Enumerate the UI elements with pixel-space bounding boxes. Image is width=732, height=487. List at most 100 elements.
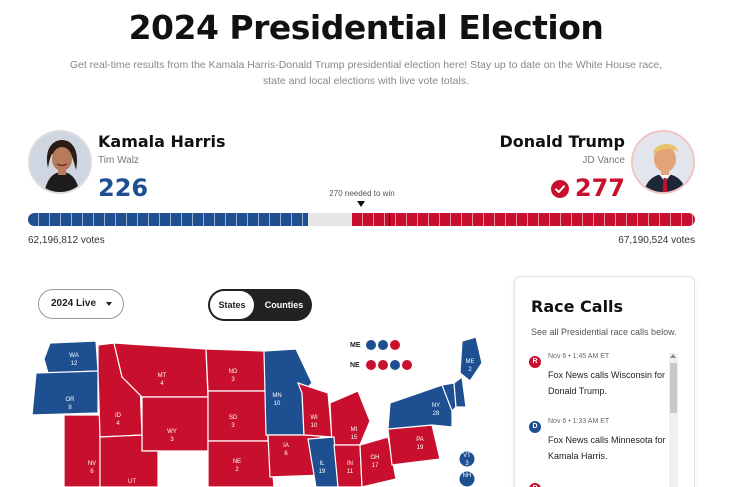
harris-electoral-votes: 226 <box>98 174 149 202</box>
map-state-nh[interactable] <box>453 375 467 408</box>
map-state-ny[interactable] <box>387 384 453 430</box>
map-state-ev-label: 3 <box>170 437 174 443</box>
map-state-label: OR <box>66 397 76 403</box>
maine-districts: ME <box>350 340 400 350</box>
map-state-pa[interactable] <box>387 424 441 466</box>
map-state-ev-label: 12 <box>71 361 78 367</box>
scroll-up-arrow-icon[interactable] <box>670 354 676 358</box>
map-state-me[interactable] <box>459 336 483 382</box>
nebraska-districts: NE <box>350 360 412 370</box>
map-callout-vt[interactable] <box>459 451 475 467</box>
electoral-bar-midline <box>389 213 390 226</box>
district-dot[interactable] <box>378 360 388 370</box>
district-dot[interactable] <box>366 340 376 350</box>
harris-running-mate: Tim Walz <box>98 155 139 166</box>
map-state-ev-label: 28 <box>433 411 440 417</box>
election-view-select[interactable]: 2024 Live <box>38 289 124 319</box>
map-state-label: MT <box>158 373 167 379</box>
chevron-down-icon <box>106 302 112 306</box>
toggle-counties-option[interactable]: Counties <box>264 300 304 310</box>
race-calls-title: Race Calls <box>531 297 624 316</box>
district-dot[interactable] <box>390 360 400 370</box>
map-state-label: NV <box>88 461 96 467</box>
map-state-label: NE <box>233 459 241 465</box>
party-badge-icon: D <box>529 421 541 433</box>
district-dot[interactable] <box>378 340 388 350</box>
map-state-ev-label: 15 <box>351 435 358 441</box>
map-state-label: IN <box>347 461 353 467</box>
electoral-vote-bar <box>28 213 695 226</box>
map-state-label: ND <box>229 369 238 375</box>
race-call-time: Nov 6 • 1:33 AM ET <box>548 418 610 425</box>
electoral-bar-dem <box>28 213 309 226</box>
map-state-ut[interactable] <box>99 434 159 487</box>
map-state-label: MN <box>272 393 281 399</box>
trump-running-mate: JD Vance <box>582 155 625 166</box>
district-dot[interactable] <box>402 360 412 370</box>
map-state-wy[interactable] <box>141 396 209 452</box>
map-state-ev-label: 4 <box>160 381 164 387</box>
trump-photo <box>631 130 695 194</box>
map-state-ev-label: 19 <box>417 445 424 451</box>
trump-electoral-votes: 277 <box>574 174 625 202</box>
map-state-label: ME <box>466 359 475 365</box>
page-subtitle: Get real-time results from the Kamala Ha… <box>69 59 663 87</box>
map-state-ev-label: 17 <box>372 463 379 469</box>
map-state-ev-label: 2 <box>468 367 472 373</box>
race-calls-scrollbar[interactable] <box>669 353 678 487</box>
map-state-ne[interactable] <box>207 440 275 487</box>
map-state-ev-label: 19 <box>319 469 326 475</box>
map-state-nv[interactable] <box>63 414 101 487</box>
district-dot[interactable] <box>390 340 400 350</box>
map-state-label: NY <box>432 403 440 409</box>
map-state-label: IA <box>283 443 289 449</box>
map-state-or[interactable] <box>31 370 99 416</box>
trump-popular-votes: 67,190,524 votes <box>618 235 695 246</box>
race-call-text: Fox News calls Minnesota for Kamala Harr… <box>548 435 666 461</box>
district-dot[interactable] <box>366 360 376 370</box>
map-state-ev-label: 11 <box>347 469 354 475</box>
race-call-time: Nov 6 • 1:45 AM ET <box>548 353 610 360</box>
maine-districts-label: ME <box>350 342 361 349</box>
election-view-select-value: 2024 Live <box>51 298 97 309</box>
map-state-label: VT <box>463 453 471 459</box>
race-calls-panel: Race Calls See all Presidential race cal… <box>514 276 695 487</box>
check-circle-icon <box>551 180 569 198</box>
map-state-label: UT <box>128 479 136 485</box>
us-electoral-map: WA 12 OR 8 NV 6 ID 4 MT 4 WY 3 UT ND 3 SD 3 NE 2 MN 10 IA 6 WI 1… <box>31 336 483 487</box>
map-callout-nh[interactable] <box>459 471 475 487</box>
map-state-oh[interactable] <box>359 436 397 487</box>
toggle-states-option[interactable]: States <box>210 291 254 319</box>
map-state-label: OH <box>371 455 380 461</box>
map-state-ev-label: 8 <box>68 405 72 411</box>
map-state-ev-label: 4 <box>116 421 120 427</box>
map-state-ev-label: 10 <box>274 401 281 407</box>
race-call-text: Fox News calls Wisconsin for Donald Trum… <box>548 370 666 396</box>
needed-to-win-marker-icon <box>357 201 365 207</box>
map-state-label: ID <box>115 413 122 419</box>
page-title: 2024 Presidential Election <box>128 8 604 47</box>
map-state-il[interactable] <box>307 436 339 487</box>
map-state-wi[interactable] <box>296 382 333 438</box>
map-state-ev-label: 10 <box>311 423 318 429</box>
map-state-ev-label: 3 <box>231 423 235 429</box>
harris-popular-votes: 62,196,812 votes <box>28 235 105 246</box>
map-state-label: WA <box>69 353 78 359</box>
scrollbar-thumb[interactable] <box>670 363 677 413</box>
map-state-sd[interactable] <box>207 390 269 442</box>
trump-name: Donald Trump <box>499 132 625 151</box>
map-state-in[interactable] <box>333 444 363 487</box>
map-state-label: WI <box>310 415 318 421</box>
map-state-label: MI <box>351 427 358 433</box>
map-state-label: NH <box>463 473 472 479</box>
states-counties-toggle[interactable]: States Counties <box>208 289 312 321</box>
map-state-ev-label: 6 <box>90 469 94 475</box>
map-state-label: PA <box>416 437 424 443</box>
map-state-ev-label: 6 <box>284 451 288 457</box>
map-state-label: SD <box>229 415 238 421</box>
map-state-ev-label: 3 <box>465 461 469 467</box>
map-state-label: WY <box>167 429 177 435</box>
map-state-ev-label: 2 <box>235 467 239 473</box>
nebraska-districts-label: NE <box>350 362 360 369</box>
map-state-ev-label: 3 <box>231 377 235 383</box>
